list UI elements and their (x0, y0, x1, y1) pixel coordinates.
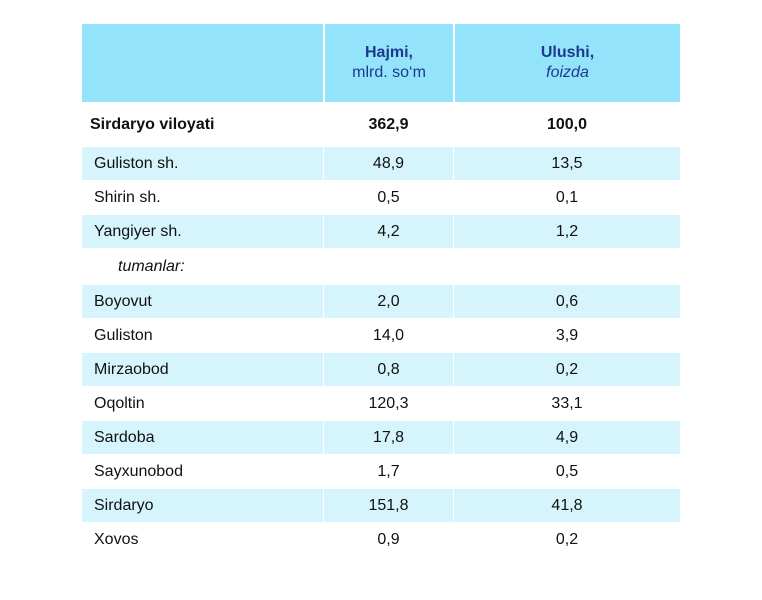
row-volume: 48,9 (323, 147, 453, 180)
row-share: 41,8 (453, 489, 680, 522)
row-name: Xovos (94, 530, 139, 548)
row-name: Boyovut (94, 292, 152, 310)
row-share: 4,9 (453, 421, 680, 454)
header-empty-cell (82, 24, 323, 102)
table-row: Shirin sh. 0,5 0,1 (82, 181, 680, 214)
row-volume: 4,2 (323, 215, 453, 248)
header-share-title: Ulushi, (540, 44, 595, 61)
row-share: 0,2 (453, 353, 680, 386)
table-row: Xovos 0,9 0,2 (82, 523, 680, 556)
row-volume: 14,0 (323, 319, 453, 352)
header-volume-cell: Hajmi, mlrd. so‘m (323, 24, 453, 102)
row-name: Sayxunobod (94, 462, 183, 480)
row-volume: 0,9 (323, 523, 453, 556)
table-header: Hajmi, mlrd. so‘m Ulushi, foizda (82, 24, 680, 102)
region-volume: 362,9 (323, 103, 453, 147)
table-row: Mirzaobod 0,8 0,2 (82, 353, 680, 386)
districts-subheading: tumanlar: (118, 258, 185, 275)
row-share: 0,1 (453, 181, 680, 214)
table-row: Oqoltin 120,3 33,1 (82, 387, 680, 420)
region-name: Sirdaryo viloyati (90, 116, 215, 133)
row-share: 33,1 (453, 387, 680, 420)
row-volume: 0,8 (323, 353, 453, 386)
table-row: Guliston 14,0 3,9 (82, 319, 680, 352)
header-volume-title: Hajmi, (364, 44, 413, 61)
table-row: Sirdaryo 151,8 41,8 (82, 489, 680, 522)
row-name: Oqoltin (94, 394, 145, 412)
header-share-cell: Ulushi, foizda (453, 24, 680, 102)
row-volume: 0,5 (323, 181, 453, 214)
row-volume: 2,0 (323, 285, 453, 318)
total-row: Sirdaryo viloyati 362,9 100,0 (82, 103, 680, 147)
row-name: Shirin sh. (94, 188, 161, 206)
row-share: 13,5 (453, 147, 680, 180)
table-row: Yangiyer sh. 4,2 1,2 (82, 215, 680, 248)
row-volume: 120,3 (323, 387, 453, 420)
table-row: Guliston sh. 48,9 13,5 (82, 147, 680, 180)
row-share: 0,2 (453, 523, 680, 556)
table-row: Sardoba 17,8 4,9 (82, 421, 680, 454)
row-volume: 1,7 (323, 455, 453, 488)
row-name: Yangiyer sh. (94, 222, 182, 240)
header-volume-unit: mlrd. so‘m (352, 64, 426, 81)
row-share: 1,2 (453, 215, 680, 248)
row-share: 0,5 (453, 455, 680, 488)
row-name: Guliston (94, 326, 153, 344)
table-row: Boyovut 2,0 0,6 (82, 285, 680, 318)
row-volume: 17,8 (323, 421, 453, 454)
header-share-unit: foizda (546, 64, 589, 81)
region-share: 100,0 (453, 103, 680, 147)
table-row: Sayxunobod 1,7 0,5 (82, 455, 680, 488)
row-share: 3,9 (453, 319, 680, 352)
row-volume: 151,8 (323, 489, 453, 522)
row-name: Mirzaobod (94, 360, 169, 378)
row-name: Sardoba (94, 428, 155, 446)
row-share: 0,6 (453, 285, 680, 318)
data-table: Hajmi, mlrd. so‘m Ulushi, foizda Sirdary… (82, 24, 680, 557)
subheading-row: tumanlar: (82, 249, 680, 285)
row-name: Sirdaryo (94, 496, 154, 514)
row-name: Guliston sh. (94, 154, 179, 172)
